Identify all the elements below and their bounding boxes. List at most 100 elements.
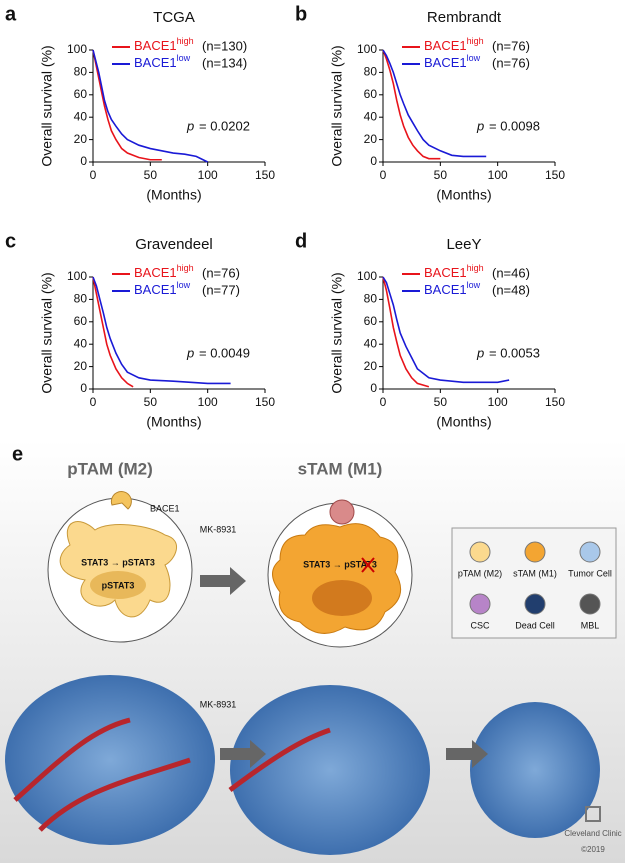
legend-n: (n=134) — [202, 55, 247, 70]
legend-label: BACE1low — [134, 53, 191, 70]
y-axis-label: Overall survival (%) — [39, 272, 55, 393]
legend-name: BACE1 — [424, 282, 467, 297]
y-tick-label: 80 — [364, 65, 378, 79]
x-tick-label: 150 — [545, 168, 565, 182]
y-tick-label: 0 — [370, 154, 377, 168]
legend-n: (n=76) — [492, 38, 530, 53]
panel-letter: a — [5, 3, 17, 25]
legend-name: BACE1 — [424, 265, 467, 280]
nucleus — [90, 571, 146, 599]
x-tick-label: 50 — [144, 395, 158, 409]
x-tick-label: 150 — [255, 168, 275, 182]
x-tick-label: 50 — [434, 395, 448, 409]
y-tick-label: 100 — [67, 42, 87, 56]
y-tick-label: 0 — [80, 154, 87, 168]
legend-name: BACE1 — [424, 38, 467, 53]
legend-label: sTAM (M1) — [513, 568, 557, 578]
legend-superscript: high — [467, 263, 484, 273]
p-symbol: p — [186, 118, 194, 133]
y-tick-label: 80 — [74, 65, 88, 79]
x-tick-label: 50 — [144, 168, 158, 182]
legend-n: (n=46) — [492, 265, 530, 280]
legend-name: BACE1 — [134, 265, 177, 280]
x-axis-label: (Months) — [436, 414, 491, 430]
panel-letter: b — [295, 3, 307, 25]
legend-label: pTAM (M2) — [458, 568, 502, 578]
x-tick-label: 150 — [545, 395, 565, 409]
y-tick-label: 100 — [357, 42, 377, 56]
pathway-label: STAT3 → pSTAT3 — [303, 559, 377, 569]
legend-superscript: high — [177, 263, 194, 273]
legend-icon — [469, 593, 491, 615]
km-chart: c Gravendeel Overall survival (%) (Months) 0… — [5, 230, 275, 429]
legend: pTAM (M2) sTAM (M1) Tumor Cell CSC Dead Cell… — [458, 541, 612, 630]
legend-superscript: high — [467, 36, 484, 46]
survival-curve — [382, 49, 487, 158]
p-value: = 0.0098 — [489, 118, 540, 133]
km-chart: a TCGA Overall survival (%) (Months) 0 20 40 60… — [5, 3, 275, 202]
legend-superscript: low — [177, 280, 191, 290]
legend-n: (n=77) — [202, 282, 240, 297]
y-tick-label: 80 — [74, 292, 88, 306]
y-tick-label: 100 — [67, 269, 87, 283]
legend-superscript: low — [177, 53, 191, 63]
legend-icon — [579, 541, 601, 563]
x-axis-label: (Months) — [436, 187, 491, 203]
receptor — [329, 499, 355, 525]
x-tick-label: 150 — [255, 395, 275, 409]
chart-title: Rembrandt — [427, 9, 502, 26]
cross — [361, 557, 375, 573]
y-tick-label: 40 — [74, 109, 88, 123]
legend-name: BACE1 — [424, 55, 467, 70]
x-tick-label: 100 — [198, 168, 218, 182]
ptam-cell — [59, 521, 177, 618]
y-tick-label: 0 — [80, 381, 87, 395]
y-tick-label: 100 — [357, 269, 377, 283]
legend-label: MBL — [581, 620, 600, 630]
x-axis-label: (Months) — [146, 187, 201, 203]
nucleus-label: pSTAT3 — [102, 580, 135, 590]
legend-name: BACE1 — [134, 55, 177, 70]
x-tick-label: 0 — [380, 168, 387, 182]
arrow — [200, 567, 246, 595]
pathway-label: STAT3 → pSTAT3 — [81, 557, 155, 567]
y-tick-label: 60 — [364, 87, 378, 101]
x-tick-label: 0 — [380, 395, 387, 409]
x-tick-label: 100 — [198, 395, 218, 409]
legend-superscript: low — [467, 53, 481, 63]
survival-curve — [92, 49, 209, 163]
copyright: ©2019 — [581, 845, 605, 854]
y-tick-label: 40 — [364, 336, 378, 350]
legend-n: (n=76) — [202, 265, 240, 280]
legend-label: BACE1low — [134, 280, 191, 297]
y-tick-label: 60 — [74, 87, 88, 101]
legend-name: BACE1 — [134, 282, 177, 297]
y-tick-label: 40 — [364, 109, 378, 123]
legend-label: BACE1low — [424, 280, 481, 297]
y-tick-label: 60 — [74, 314, 88, 328]
x-tick-label: 50 — [434, 168, 448, 182]
y-axis-label: Overall survival (%) — [39, 45, 55, 166]
tumor — [230, 685, 430, 855]
nucleus — [312, 580, 372, 616]
legend-icon — [579, 593, 601, 615]
x-tick-label: 100 — [488, 395, 508, 409]
vessel — [13, 717, 331, 832]
p-symbol: p — [476, 345, 484, 360]
legend-icon — [524, 541, 546, 563]
stam-cell — [272, 523, 402, 634]
panel-letter: d — [295, 230, 307, 252]
y-tick-label: 20 — [364, 132, 378, 146]
legend-label: BACE1low — [424, 53, 481, 70]
y-axis-label: Overall survival (%) — [329, 272, 345, 393]
legend-superscript: low — [467, 280, 481, 290]
arrow — [220, 740, 266, 768]
legend-n: (n=76) — [492, 55, 530, 70]
legend-label: BACE1high — [424, 263, 484, 280]
y-tick-label: 60 — [364, 314, 378, 328]
legend-name: BACE1 — [134, 38, 177, 53]
legend-label: Tumor Cell — [568, 568, 612, 578]
y-tick-label: 0 — [370, 381, 377, 395]
legend-icon — [469, 541, 491, 563]
